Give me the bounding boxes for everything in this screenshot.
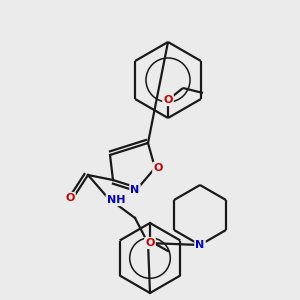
Text: O: O: [163, 95, 173, 105]
Text: N: N: [130, 185, 140, 195]
Text: NH: NH: [107, 195, 125, 205]
Text: O: O: [65, 193, 75, 203]
Text: O: O: [153, 163, 163, 173]
Text: O: O: [145, 238, 155, 248]
Text: N: N: [195, 240, 205, 250]
